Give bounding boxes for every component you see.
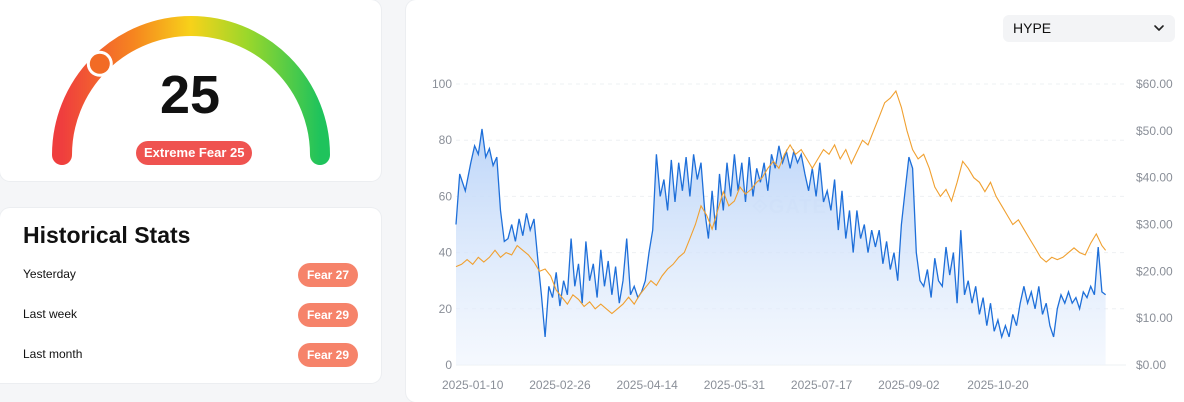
historical-stats-card: Historical Stats Yesterday Fear 27 Last … (0, 208, 381, 383)
gauge-arc (52, 16, 330, 165)
chevron-down-icon (1154, 25, 1164, 31)
y-left-tick-label: 80 (439, 133, 453, 147)
stat-label: Last week (23, 307, 78, 321)
index-area (456, 129, 1106, 365)
y-right-tick-label: $30.00 (1136, 218, 1173, 232)
y-left-tick-label: 40 (439, 246, 453, 260)
x-tick-label: 2025-01-10 (442, 378, 504, 392)
stat-label: Yesterday (23, 267, 76, 281)
y-left-tick-label: 100 (432, 77, 452, 91)
gauge (52, 16, 330, 165)
y-left-tick-label: 60 (439, 189, 453, 203)
y-right-tick-label: $0.00 (1136, 358, 1166, 372)
x-tick-label: 2025-04-14 (616, 378, 678, 392)
stat-row-last-month: Last month Fear 29 (23, 343, 358, 367)
series-line-price (455, 89, 1107, 315)
x-tick-label: 2025-07-17 (791, 378, 853, 392)
x-tick-label: 2025-02-26 (529, 378, 591, 392)
stat-row-last-week: Last week Fear 29 (23, 303, 358, 327)
stat-label: Last month (23, 347, 83, 361)
fear-greed-chart: 0 20 40 60 80 100 $0.00 $10.00 $20.00 $30.00 $40.… (432, 77, 1173, 392)
stat-row-yesterday: Yesterday Fear 27 (23, 263, 358, 287)
y-right-tick-label: $40.00 (1136, 171, 1173, 185)
coin-select-value: HYPE (1013, 20, 1052, 36)
series-line-index (455, 128, 1107, 340)
x-tick-label: 2025-09-02 (878, 378, 940, 392)
y-right-tick-label: $50.00 (1136, 124, 1173, 138)
gauge-value: 25 (159, 65, 221, 125)
y-right-tick-label: $60.00 (1136, 77, 1173, 91)
y-right-tick-label: $20.00 (1136, 264, 1173, 278)
historical-stats-title: Historical Stats (23, 222, 191, 248)
y-right-tick-label: $10.00 (1136, 311, 1173, 325)
coin-select[interactable]: HYPE (1003, 15, 1175, 42)
gauge-card: 25 Extreme Fear 25 (0, 0, 381, 181)
stat-badge: Fear 27 (297, 263, 358, 287)
x-tick-label: 2025-05-31 (704, 378, 766, 392)
stat-badge: Fear 29 (297, 303, 358, 327)
gauge-pointer (89, 53, 110, 74)
gauge-status-badge: Extreme Fear 25 (136, 141, 253, 165)
x-tick-label: 2025-10-20 (967, 378, 1029, 392)
y-left-tick-label: 0 (445, 358, 452, 372)
y-left-tick-label: 20 (439, 302, 453, 316)
stat-badge: Fear 29 (297, 343, 358, 367)
